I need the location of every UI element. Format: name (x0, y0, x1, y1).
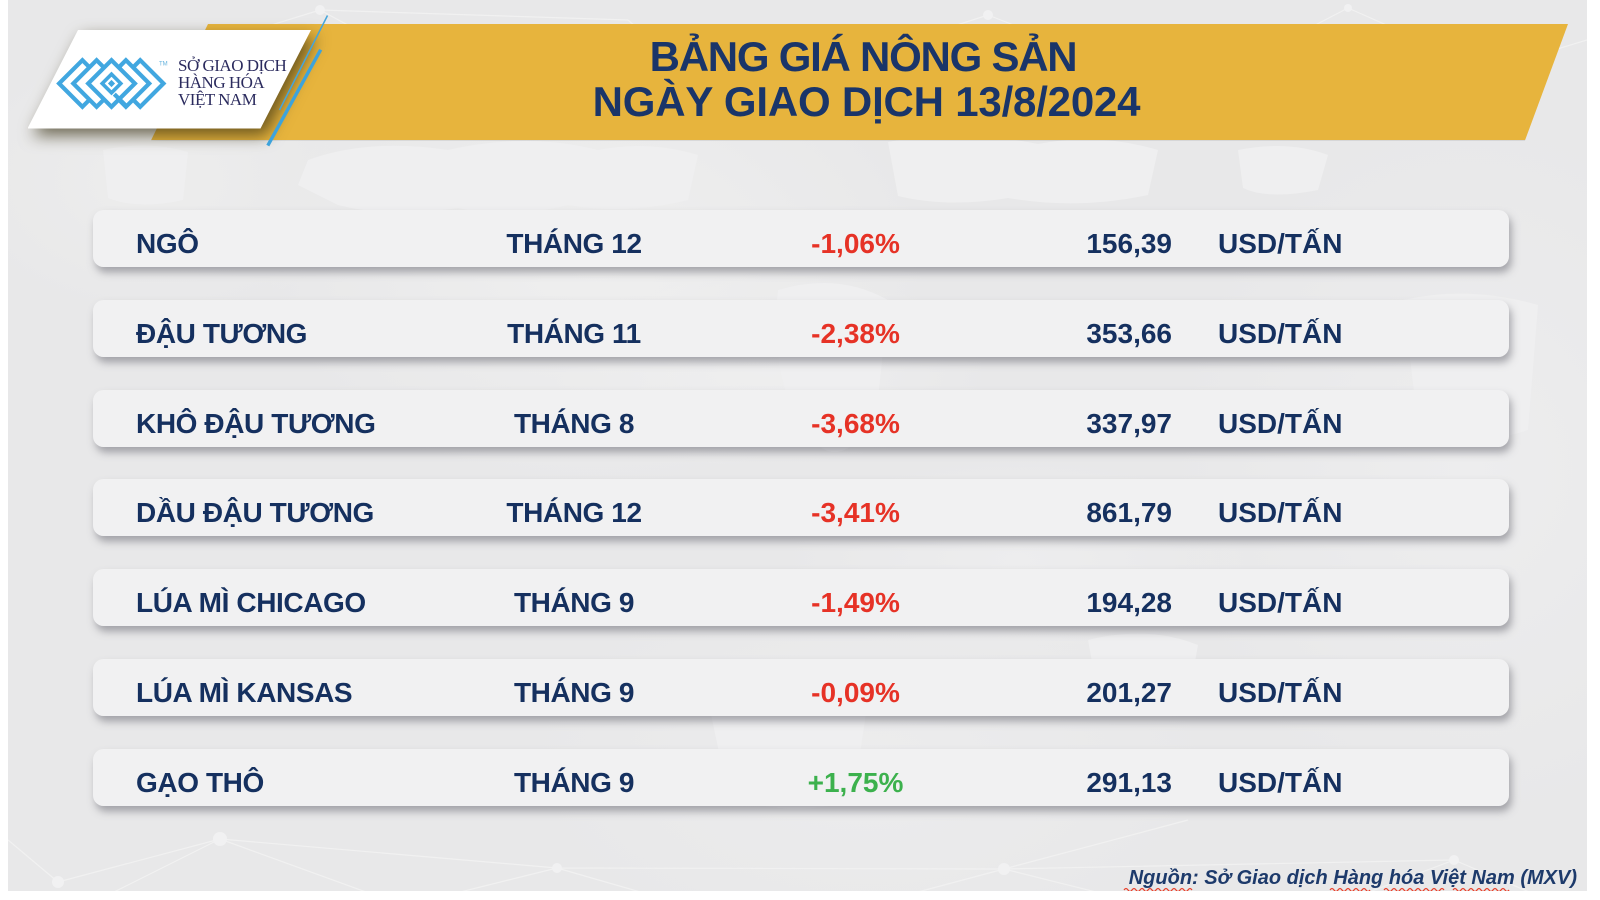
svg-text:TM: TM (159, 62, 168, 68)
